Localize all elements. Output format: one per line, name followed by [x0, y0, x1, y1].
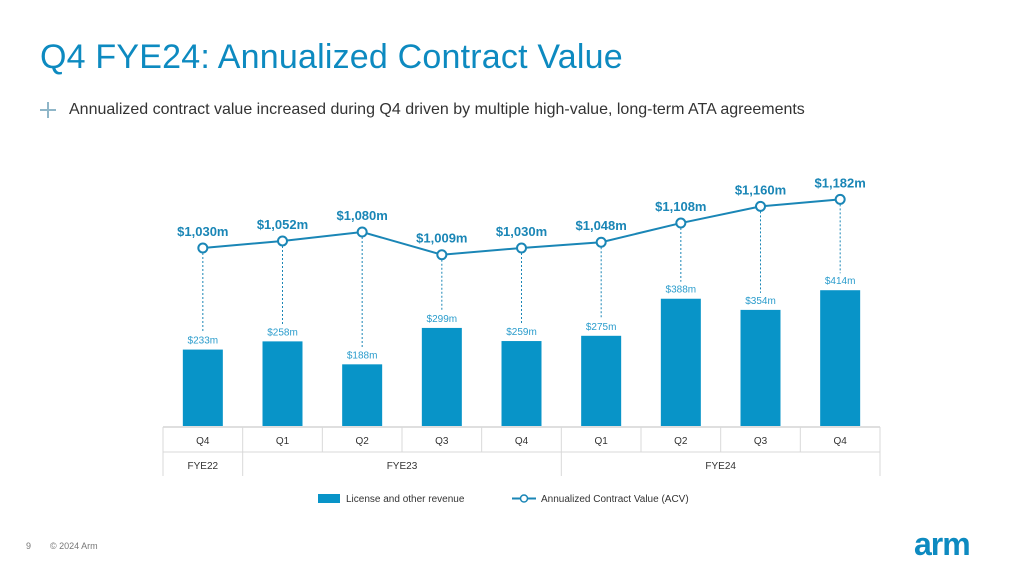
group-label: FYE24	[705, 461, 736, 472]
acv-value-label: $1,030m	[177, 224, 228, 239]
bar-value-label: $275m	[586, 322, 617, 333]
bar-license-revenue	[660, 298, 701, 426]
bar-value-label: $354m	[745, 296, 776, 307]
bar-value-label: $299m	[427, 314, 458, 325]
category-tick-label: Q1	[276, 436, 290, 447]
copyright: © 2024 Arm	[50, 541, 98, 551]
acv-value-label: $1,160m	[735, 182, 786, 197]
acv-point	[755, 200, 766, 212]
bar-license-revenue	[262, 341, 303, 426]
bar-value-label: $258m	[267, 327, 298, 338]
group-label: FYE23	[387, 461, 418, 472]
legend-line-label: Annualized Contract Value (ACV)	[541, 494, 689, 505]
bar-license-revenue	[740, 309, 781, 426]
svg-text:arm: arm	[914, 530, 970, 560]
acv-point	[675, 217, 687, 229]
bar-license-revenue	[342, 364, 383, 426]
acv-value-label: $1,009m	[416, 231, 467, 246]
acv-value-label: $1,048m	[576, 218, 627, 233]
plus-bullet-icon	[40, 102, 56, 118]
acv-value-label: $1,108m	[655, 199, 706, 214]
category-tick-label: Q2	[355, 436, 369, 447]
acv-point	[197, 242, 209, 254]
category-tick-label: Q4	[196, 436, 210, 447]
acv-value-label: $1,182m	[815, 175, 866, 190]
bar-value-label: $388m	[666, 285, 697, 296]
category-tick-label: Q3	[435, 436, 449, 447]
acv-value-label: $1,052m	[257, 217, 308, 232]
legend-bar-label: License and other revenue	[346, 494, 465, 505]
bar-license-revenue	[421, 327, 462, 426]
bar-license-revenue	[501, 341, 542, 426]
bar-value-label: $188m	[347, 350, 378, 361]
acv-value-label: $1,080m	[337, 208, 388, 223]
acv-point	[516, 242, 527, 254]
page-number: 9	[26, 541, 32, 551]
bar-license-revenue	[182, 349, 223, 426]
acv-point	[277, 235, 288, 247]
category-tick-label: Q4	[515, 436, 529, 447]
acv-point	[436, 249, 448, 261]
group-label: FYE22	[188, 461, 219, 472]
bar-license-revenue	[581, 335, 622, 426]
bar-value-label: $414m	[825, 276, 856, 287]
bar-value-label: $259m	[506, 327, 537, 338]
category-tick-label: Q3	[754, 436, 768, 447]
bullet-point: Annualized contract value increased duri…	[40, 101, 805, 119]
acv-point	[834, 193, 846, 205]
bullet-text: Annualized contract value increased duri…	[69, 101, 805, 118]
legend-line-marker	[519, 494, 529, 503]
category-tick-label: Q4	[833, 436, 847, 447]
acv-point	[356, 226, 368, 238]
acv-value-label: $1,030m	[496, 224, 547, 239]
bar-license-revenue	[820, 290, 861, 426]
acv-point	[595, 236, 607, 248]
page-title: Q4 FYE24: Annualized Contract Value	[40, 38, 623, 76]
legend-bar-swatch	[318, 494, 340, 503]
bar-value-label: $233m	[188, 336, 219, 347]
category-tick-label: Q1	[594, 436, 608, 447]
arm-logo: arm	[914, 530, 971, 560]
category-tick-label: Q2	[674, 436, 688, 447]
